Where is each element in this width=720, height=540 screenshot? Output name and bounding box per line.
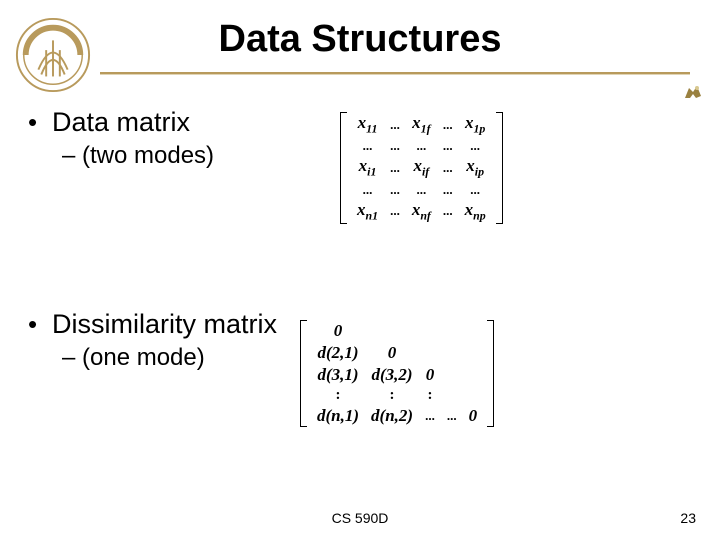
dissimilarity-matrix: 0 d(2,1)0 d(3,1)d(3,2)0 ::: d(n,1)d(n,2)… <box>300 320 494 427</box>
bullet-marker: • <box>28 308 52 340</box>
matrix-table: x11...x1f...x1p ............... xi1...xi… <box>351 112 492 224</box>
left-bracket <box>300 320 307 427</box>
sub-bullet-text: (two modes) <box>82 142 214 170</box>
bullet-marker: • <box>28 106 52 138</box>
sub-bullet-marker: – <box>62 142 82 170</box>
title-divider <box>100 72 690 75</box>
right-bracket <box>496 112 503 224</box>
right-bracket <box>487 320 494 427</box>
griffin-icon <box>682 80 704 102</box>
sub-bullet-marker: – <box>62 344 82 372</box>
slide-title: Data Structures <box>0 18 720 61</box>
sub-bullet-text: (one mode) <box>82 344 205 372</box>
footer-course: CS 590D <box>0 510 720 526</box>
data-matrix: x11...x1f...x1p ............... xi1...xi… <box>340 112 503 224</box>
left-bracket <box>340 112 347 224</box>
bullet-text: Data matrix <box>52 106 190 138</box>
footer-page-number: 23 <box>680 510 696 526</box>
matrix-table: 0 d(2,1)0 d(3,1)d(3,2)0 ::: d(n,1)d(n,2)… <box>311 320 483 427</box>
bullet-text: Dissimilarity matrix <box>52 308 277 340</box>
